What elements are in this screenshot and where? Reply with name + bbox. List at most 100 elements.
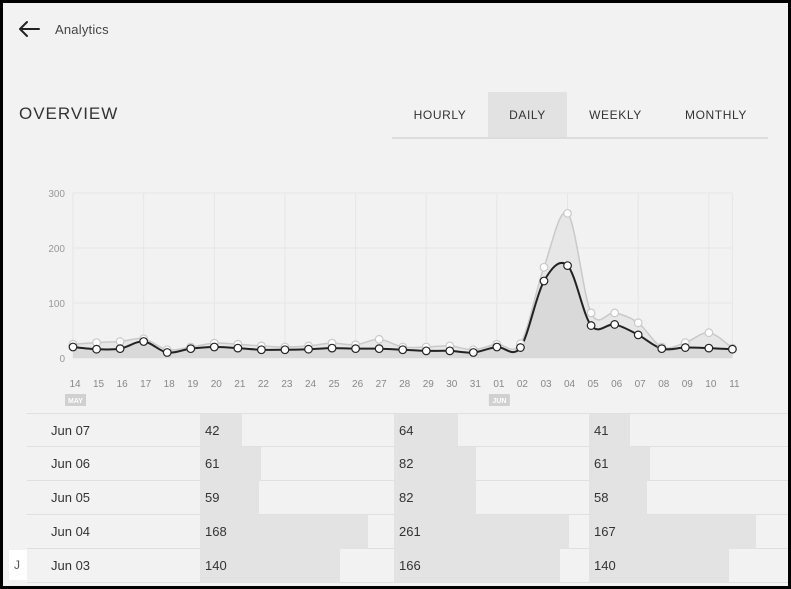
value-label: 168 bbox=[205, 524, 227, 539]
table-row[interactable]: Jun 04 168 261 167 bbox=[27, 515, 788, 549]
x-tick-label: 02 bbox=[517, 379, 529, 390]
daily-stats-table: Jun 07 42 64 41 Jun 06 61 82 61 Jun 05 59 82 58 Jun … bbox=[27, 413, 788, 583]
value-label: 140 bbox=[205, 558, 227, 573]
current-series-point bbox=[728, 344, 737, 354]
current-series-point bbox=[586, 321, 596, 330]
current-series-area bbox=[73, 262, 733, 358]
current-series-point bbox=[351, 344, 361, 354]
row-date: Jun 03 bbox=[51, 558, 91, 573]
y-tick-label: 200 bbox=[48, 244, 65, 255]
value-bar bbox=[589, 515, 756, 549]
current-series-point bbox=[445, 346, 455, 356]
x-tick-label: 23 bbox=[281, 379, 293, 390]
overview-heading: OVERVIEW bbox=[19, 104, 119, 123]
value-label: 42 bbox=[205, 423, 220, 438]
current-series-point bbox=[704, 343, 714, 353]
value-cell: 61 bbox=[589, 447, 764, 481]
x-tick-label: 28 bbox=[399, 379, 411, 390]
month-badge-label: MAY bbox=[68, 398, 83, 405]
current-series-point bbox=[657, 344, 667, 354]
previous-series-line bbox=[72, 211, 733, 351]
value-bar bbox=[589, 447, 650, 481]
current-series-point bbox=[162, 348, 172, 357]
time-range-tabs: HOURLY DAILY WEEKLY MONTHLY bbox=[392, 92, 768, 139]
value-bar bbox=[394, 414, 458, 448]
value-label: 82 bbox=[399, 490, 414, 505]
value-label: 61 bbox=[594, 456, 609, 471]
x-tick-label: 08 bbox=[658, 379, 670, 390]
current-series-point bbox=[256, 345, 266, 355]
value-cell: 58 bbox=[589, 481, 764, 515]
previous-series-point bbox=[115, 337, 125, 346]
value-bar bbox=[394, 515, 569, 549]
previous-series-point bbox=[563, 208, 572, 218]
value-label: 140 bbox=[594, 558, 616, 573]
x-tick-label: 15 bbox=[93, 379, 105, 390]
table-row[interactable]: Jun 06 61 82 61 bbox=[27, 447, 788, 481]
current-series-point bbox=[139, 337, 149, 346]
previous-series-point bbox=[704, 328, 714, 338]
tab-hourly[interactable]: HOURLY bbox=[392, 92, 488, 137]
month-badge bbox=[65, 394, 86, 406]
value-cell: 42 bbox=[200, 414, 375, 448]
current-series-point bbox=[68, 342, 78, 352]
tab-daily[interactable]: DAILY bbox=[488, 92, 567, 137]
x-tick-label: 21 bbox=[234, 379, 246, 390]
x-tick-label: 03 bbox=[540, 379, 552, 390]
current-series-point bbox=[374, 344, 384, 354]
value-bar bbox=[589, 414, 630, 448]
table-row[interactable]: Jun 07 42 64 41 bbox=[27, 413, 788, 448]
value-cell: 166 bbox=[394, 549, 569, 583]
previous-series-point bbox=[374, 334, 384, 344]
x-tick-label: 05 bbox=[588, 379, 600, 390]
value-cell: 140 bbox=[200, 549, 375, 583]
x-tick-label: 07 bbox=[635, 379, 647, 390]
value-bar bbox=[200, 481, 259, 515]
tab-weekly[interactable]: WEEKLY bbox=[567, 92, 664, 137]
value-cell: 167 bbox=[589, 515, 764, 549]
current-series-point bbox=[468, 348, 478, 357]
value-label: 261 bbox=[399, 524, 421, 539]
x-tick-label: 29 bbox=[423, 379, 435, 390]
value-cell: 168 bbox=[200, 515, 375, 549]
x-tick-label: 04 bbox=[564, 379, 576, 390]
value-cell: 82 bbox=[394, 447, 569, 481]
current-series-point bbox=[280, 345, 290, 355]
x-tick-label: 19 bbox=[187, 379, 199, 390]
arrow-left-icon[interactable] bbox=[17, 20, 41, 38]
x-tick-label: 24 bbox=[305, 379, 317, 390]
value-bar bbox=[394, 481, 476, 515]
top-bar: Analytics bbox=[17, 17, 109, 41]
previous-series-point bbox=[610, 308, 620, 318]
current-series-point bbox=[421, 346, 431, 356]
x-tick-label: 31 bbox=[470, 379, 482, 390]
current-series-point bbox=[633, 330, 643, 340]
table-row[interactable]: Jun 03 140 166 140 bbox=[27, 549, 788, 583]
current-series-point bbox=[398, 345, 408, 355]
value-cell: 59 bbox=[200, 481, 375, 515]
value-label: 58 bbox=[594, 490, 609, 505]
y-tick-label: 100 bbox=[48, 299, 65, 310]
value-label: 166 bbox=[399, 558, 421, 573]
table-row[interactable]: Jun 05 59 82 58 bbox=[27, 481, 788, 515]
current-series-point bbox=[516, 343, 525, 352]
value-bar bbox=[200, 549, 340, 583]
x-tick-label: 20 bbox=[211, 379, 223, 390]
row-date: Jun 04 bbox=[51, 524, 91, 539]
y-tick-label: 300 bbox=[48, 189, 65, 200]
value-bar bbox=[200, 414, 242, 448]
x-tick-label: 27 bbox=[376, 379, 388, 390]
row-date: Jun 05 bbox=[51, 490, 91, 505]
value-cell: 261 bbox=[394, 515, 569, 549]
row-date: Jun 07 bbox=[51, 423, 91, 438]
current-series-point bbox=[563, 261, 572, 270]
x-tick-label: 17 bbox=[140, 379, 152, 390]
previous-series-point bbox=[633, 318, 643, 328]
side-letter: J bbox=[9, 550, 27, 580]
tab-monthly[interactable]: MONTHLY bbox=[664, 92, 768, 137]
value-cell: 82 bbox=[394, 481, 569, 515]
current-series-point bbox=[610, 320, 620, 329]
value-cell: 140 bbox=[589, 549, 764, 583]
value-cell: 64 bbox=[394, 414, 569, 448]
